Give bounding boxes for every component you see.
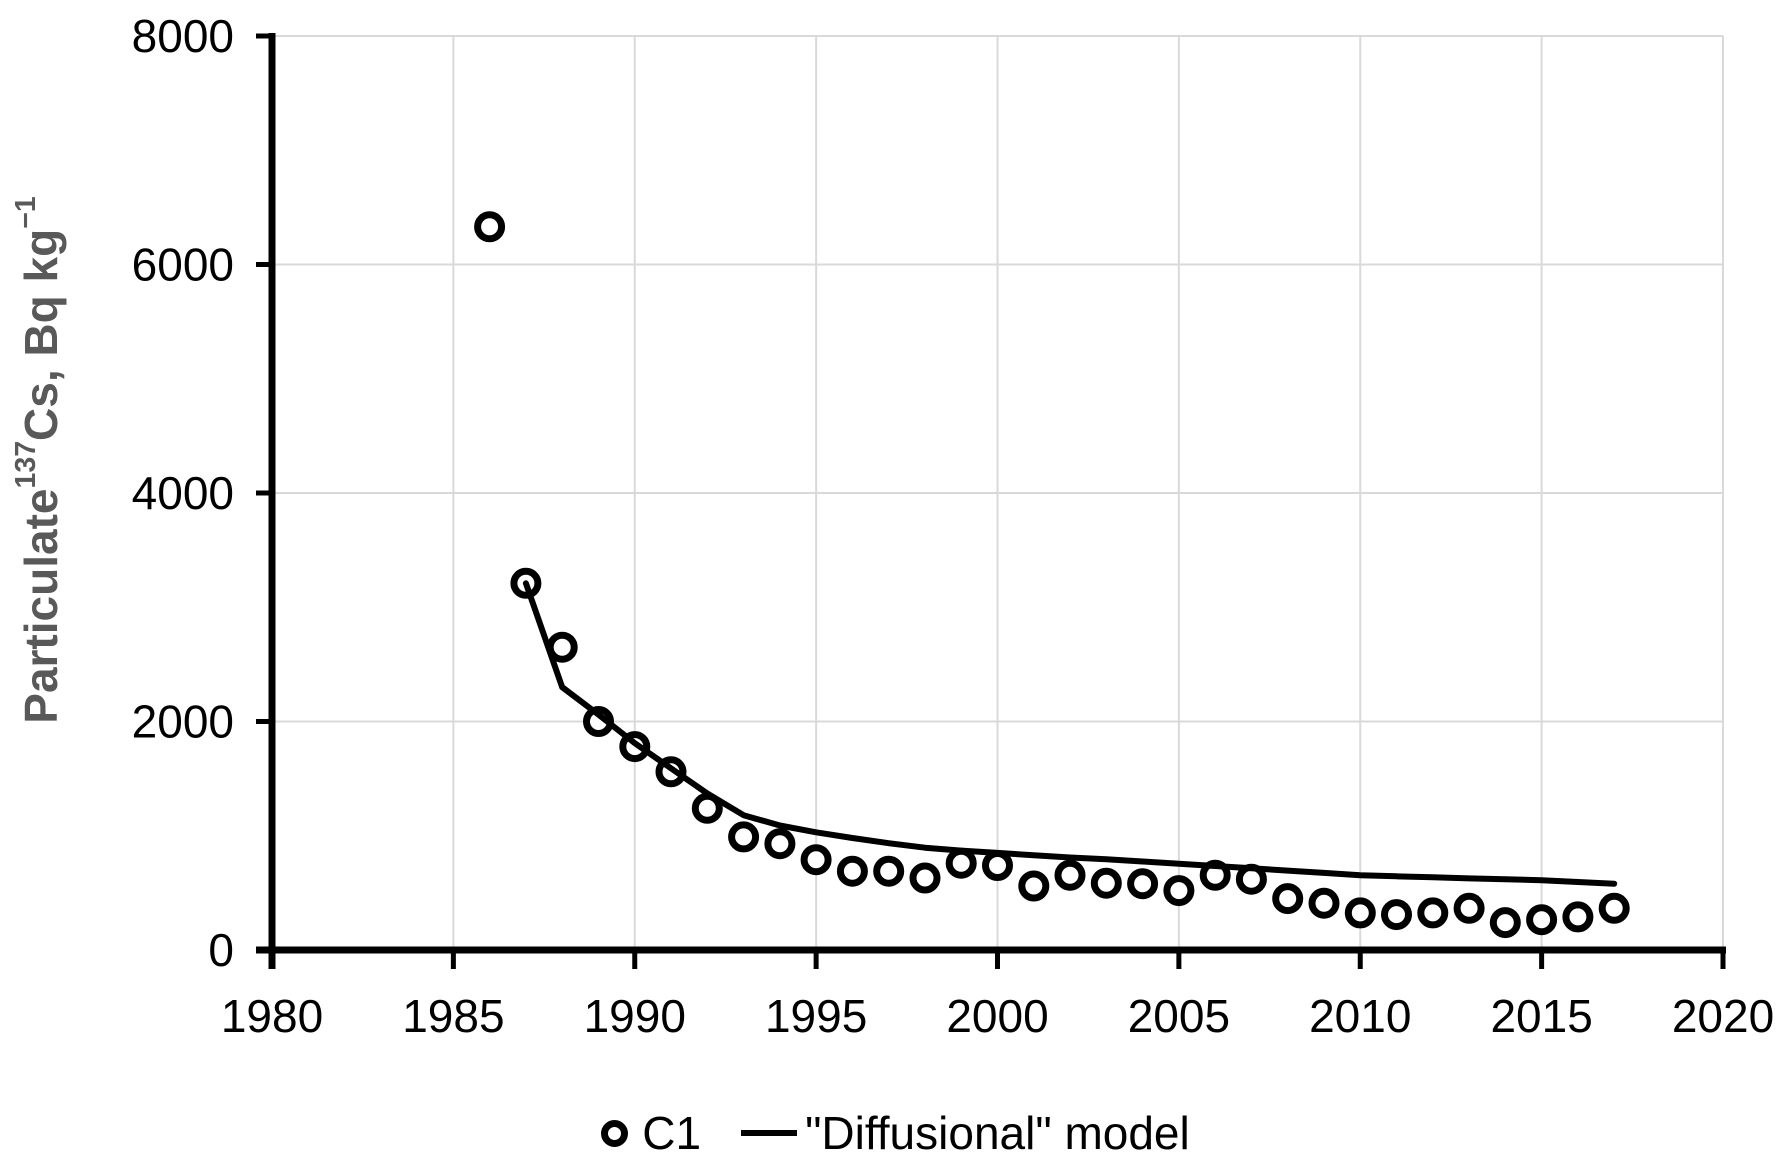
data-point-marker [982, 850, 1013, 881]
x-tick-label: 2010 [1309, 990, 1411, 1042]
data-point-marker [945, 847, 977, 879]
x-tick-label: 1990 [584, 990, 686, 1042]
x-tick-label: 2020 [1672, 990, 1774, 1042]
data-point-marker [1381, 899, 1412, 931]
x-tick-label: 2005 [1128, 990, 1230, 1042]
y-axis-title-superscript-minus1: −1 [10, 196, 43, 229]
legend-label-diffusional-model: "Diffusional" model [805, 1107, 1190, 1159]
y-tick-label: 8000 [132, 10, 234, 62]
x-tick-label: 2015 [1490, 990, 1592, 1042]
data-point-marker [764, 828, 796, 860]
y-axis-title: Particulate 137 Cs, Bq kg −1 [10, 65, 72, 855]
legend-item-c1: C1 [601, 1106, 701, 1160]
data-point-marker [728, 821, 760, 853]
data-point-marker [1489, 907, 1521, 939]
data-point-marker [474, 211, 506, 243]
legend-label-c1: C1 [642, 1107, 702, 1159]
y-axis-title-units: Cs, Bq kg [15, 228, 67, 441]
x-tick-label: 2000 [946, 990, 1048, 1042]
data-point-marker [1127, 868, 1159, 900]
y-tick-label: 4000 [132, 467, 234, 519]
data-point-marker [800, 844, 832, 876]
y-tick-label: 0 [208, 924, 234, 976]
chart-legend: C1 "Diffusional" model [0, 1106, 1791, 1160]
data-point-marker [1562, 901, 1594, 933]
y-axis-title-superscript-137: 137 [10, 440, 43, 489]
x-tick-label: 1985 [402, 990, 504, 1042]
line-marker-icon [741, 1130, 798, 1136]
y-tick-label: 2000 [132, 696, 234, 748]
x-tick-label: 1995 [765, 990, 867, 1042]
data-point-marker [1526, 904, 1558, 936]
x-tick-label: 1980 [221, 990, 323, 1042]
data-point-marker [1054, 859, 1086, 891]
legend-item-diffusional-model: "Diffusional" model [741, 1106, 1190, 1160]
data-point-marker [1344, 897, 1376, 929]
data-point-marker [1308, 887, 1340, 919]
data-point-marker [1272, 883, 1304, 915]
data-point-marker [836, 855, 868, 887]
data-point-marker [1163, 875, 1195, 907]
data-point-marker [1018, 870, 1050, 902]
data-point-marker [1453, 892, 1485, 924]
data-point-marker [1090, 867, 1122, 899]
data-point-marker [873, 855, 905, 887]
y-axis-title-text: Particulate [15, 488, 67, 724]
y-tick-label: 6000 [132, 239, 234, 291]
open-circle-marker-icon [601, 1119, 629, 1147]
data-point-marker [909, 862, 941, 894]
data-point-marker [1417, 897, 1449, 929]
data-point-marker [1598, 892, 1630, 924]
model-line-series [522, 580, 1618, 887]
